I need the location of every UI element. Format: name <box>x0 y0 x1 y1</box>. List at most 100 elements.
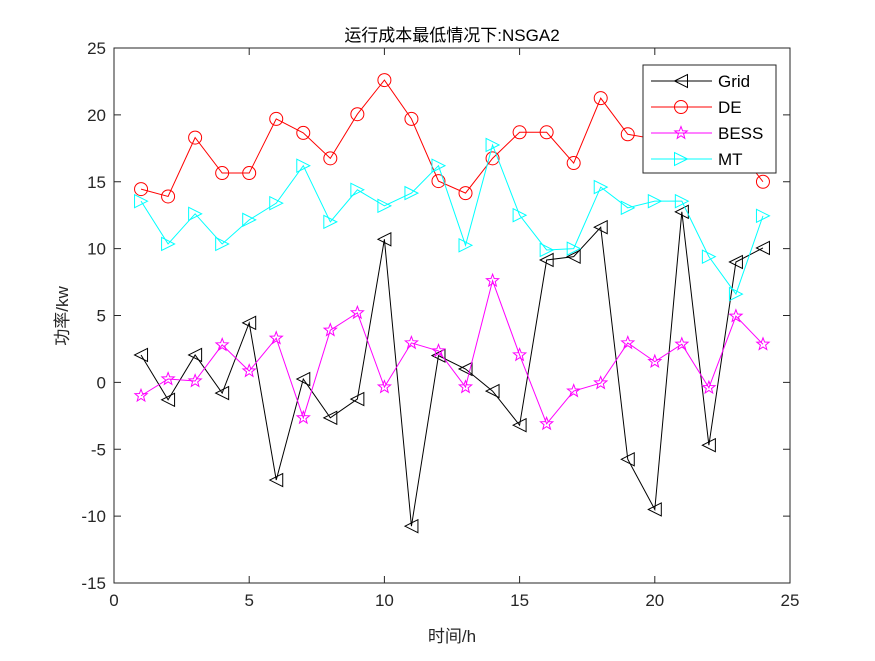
mt-point <box>620 200 636 216</box>
de-point <box>404 111 419 126</box>
legend-label: Grid <box>718 72 750 91</box>
mt-point <box>647 193 663 209</box>
mt-point <box>134 193 149 209</box>
bess-point <box>214 336 230 352</box>
grid-point <box>539 252 554 268</box>
y-tick-label: 25 <box>87 39 106 58</box>
grid-point <box>430 348 446 363</box>
y-tick-label: -15 <box>81 574 106 593</box>
mt-point <box>350 182 365 198</box>
mt-point <box>377 198 393 214</box>
bess-point <box>539 415 555 431</box>
grid-point <box>593 219 608 235</box>
bess-point <box>268 330 284 345</box>
mt-point <box>539 242 555 258</box>
bess-point <box>593 375 609 390</box>
de-point <box>188 130 203 145</box>
grid-point <box>755 240 770 256</box>
legend-label: DE <box>718 98 742 117</box>
mt-point <box>404 185 420 201</box>
mt-point <box>485 137 501 153</box>
bess-point <box>674 336 690 351</box>
legend-marker-icon <box>673 73 688 89</box>
de-point <box>350 107 365 122</box>
bess-point <box>566 383 582 398</box>
x-tick-label: 25 <box>781 591 800 610</box>
de-point <box>620 127 635 142</box>
x-tick-label: 10 <box>375 591 394 610</box>
y-tick-label: -10 <box>81 507 106 526</box>
x-tick-label: 15 <box>510 591 529 610</box>
bess-point <box>295 409 311 425</box>
grid-point <box>674 204 689 220</box>
de-point <box>539 125 554 140</box>
grid-point <box>160 392 176 408</box>
grid-point <box>295 371 311 387</box>
legend-item-bess: BESS <box>651 124 763 143</box>
bess-point <box>322 322 338 337</box>
y-tick-label: 0 <box>97 373 106 392</box>
mt-point <box>701 249 717 264</box>
x-tick-label: 20 <box>645 591 664 610</box>
legend-marker-icon <box>674 100 688 114</box>
mt-point <box>566 241 582 256</box>
mt-point <box>296 158 311 174</box>
grid-point <box>187 347 203 363</box>
grid-point <box>349 391 365 407</box>
de-point <box>755 174 770 189</box>
grid-point <box>376 231 392 247</box>
series-mt <box>134 137 771 302</box>
mt-point <box>755 208 771 224</box>
de-point <box>269 111 284 126</box>
series-bess <box>133 272 771 431</box>
legend-item-de: DE <box>651 98 742 117</box>
grid-point <box>214 385 230 401</box>
bess-point <box>701 379 717 395</box>
y-axis-label: 功率/kw <box>53 286 72 346</box>
chart-title: 运行成本最低情况下:NSGA2 <box>344 26 559 45</box>
bess-point <box>485 272 501 288</box>
grid-point <box>241 315 257 331</box>
bess-point <box>512 347 528 362</box>
de-point <box>431 174 446 189</box>
mt-point <box>674 193 690 209</box>
grid-point <box>647 502 662 517</box>
de-point <box>377 73 392 88</box>
y-tick-label: 10 <box>87 240 106 259</box>
grid-point <box>484 383 500 399</box>
de-point <box>593 91 608 106</box>
bess-point <box>620 334 636 350</box>
de-point <box>566 156 581 171</box>
grid-point <box>457 361 473 377</box>
mt-point <box>458 237 474 253</box>
y-tick-label: 5 <box>97 307 106 326</box>
de-point <box>296 125 311 140</box>
bess-point <box>403 334 419 350</box>
y-tick-label: 20 <box>87 106 106 125</box>
bess-point <box>755 336 771 351</box>
x-axis-label: 时间/h <box>428 627 476 646</box>
legend-item-grid: Grid <box>651 72 750 91</box>
de-point <box>323 151 338 166</box>
mt-point <box>269 195 284 211</box>
grid-point <box>133 347 149 363</box>
de-point <box>512 125 527 140</box>
bess-point <box>241 363 257 378</box>
legend: Grid DE BESS MT <box>642 64 777 174</box>
y-tick-label: 15 <box>87 173 106 192</box>
mt-point <box>188 206 203 222</box>
legend-label: MT <box>718 150 743 169</box>
legend-box <box>642 64 777 174</box>
mt-point <box>728 286 744 302</box>
de-point <box>161 189 176 204</box>
de-point <box>458 186 473 201</box>
y-tick-label: -5 <box>91 440 106 459</box>
bess-point <box>187 373 203 388</box>
de-point <box>215 166 230 181</box>
bess-point <box>457 379 474 394</box>
bess-point <box>133 387 149 403</box>
mt-line <box>140 143 764 296</box>
bess-point <box>430 342 447 358</box>
de-point <box>242 166 257 181</box>
